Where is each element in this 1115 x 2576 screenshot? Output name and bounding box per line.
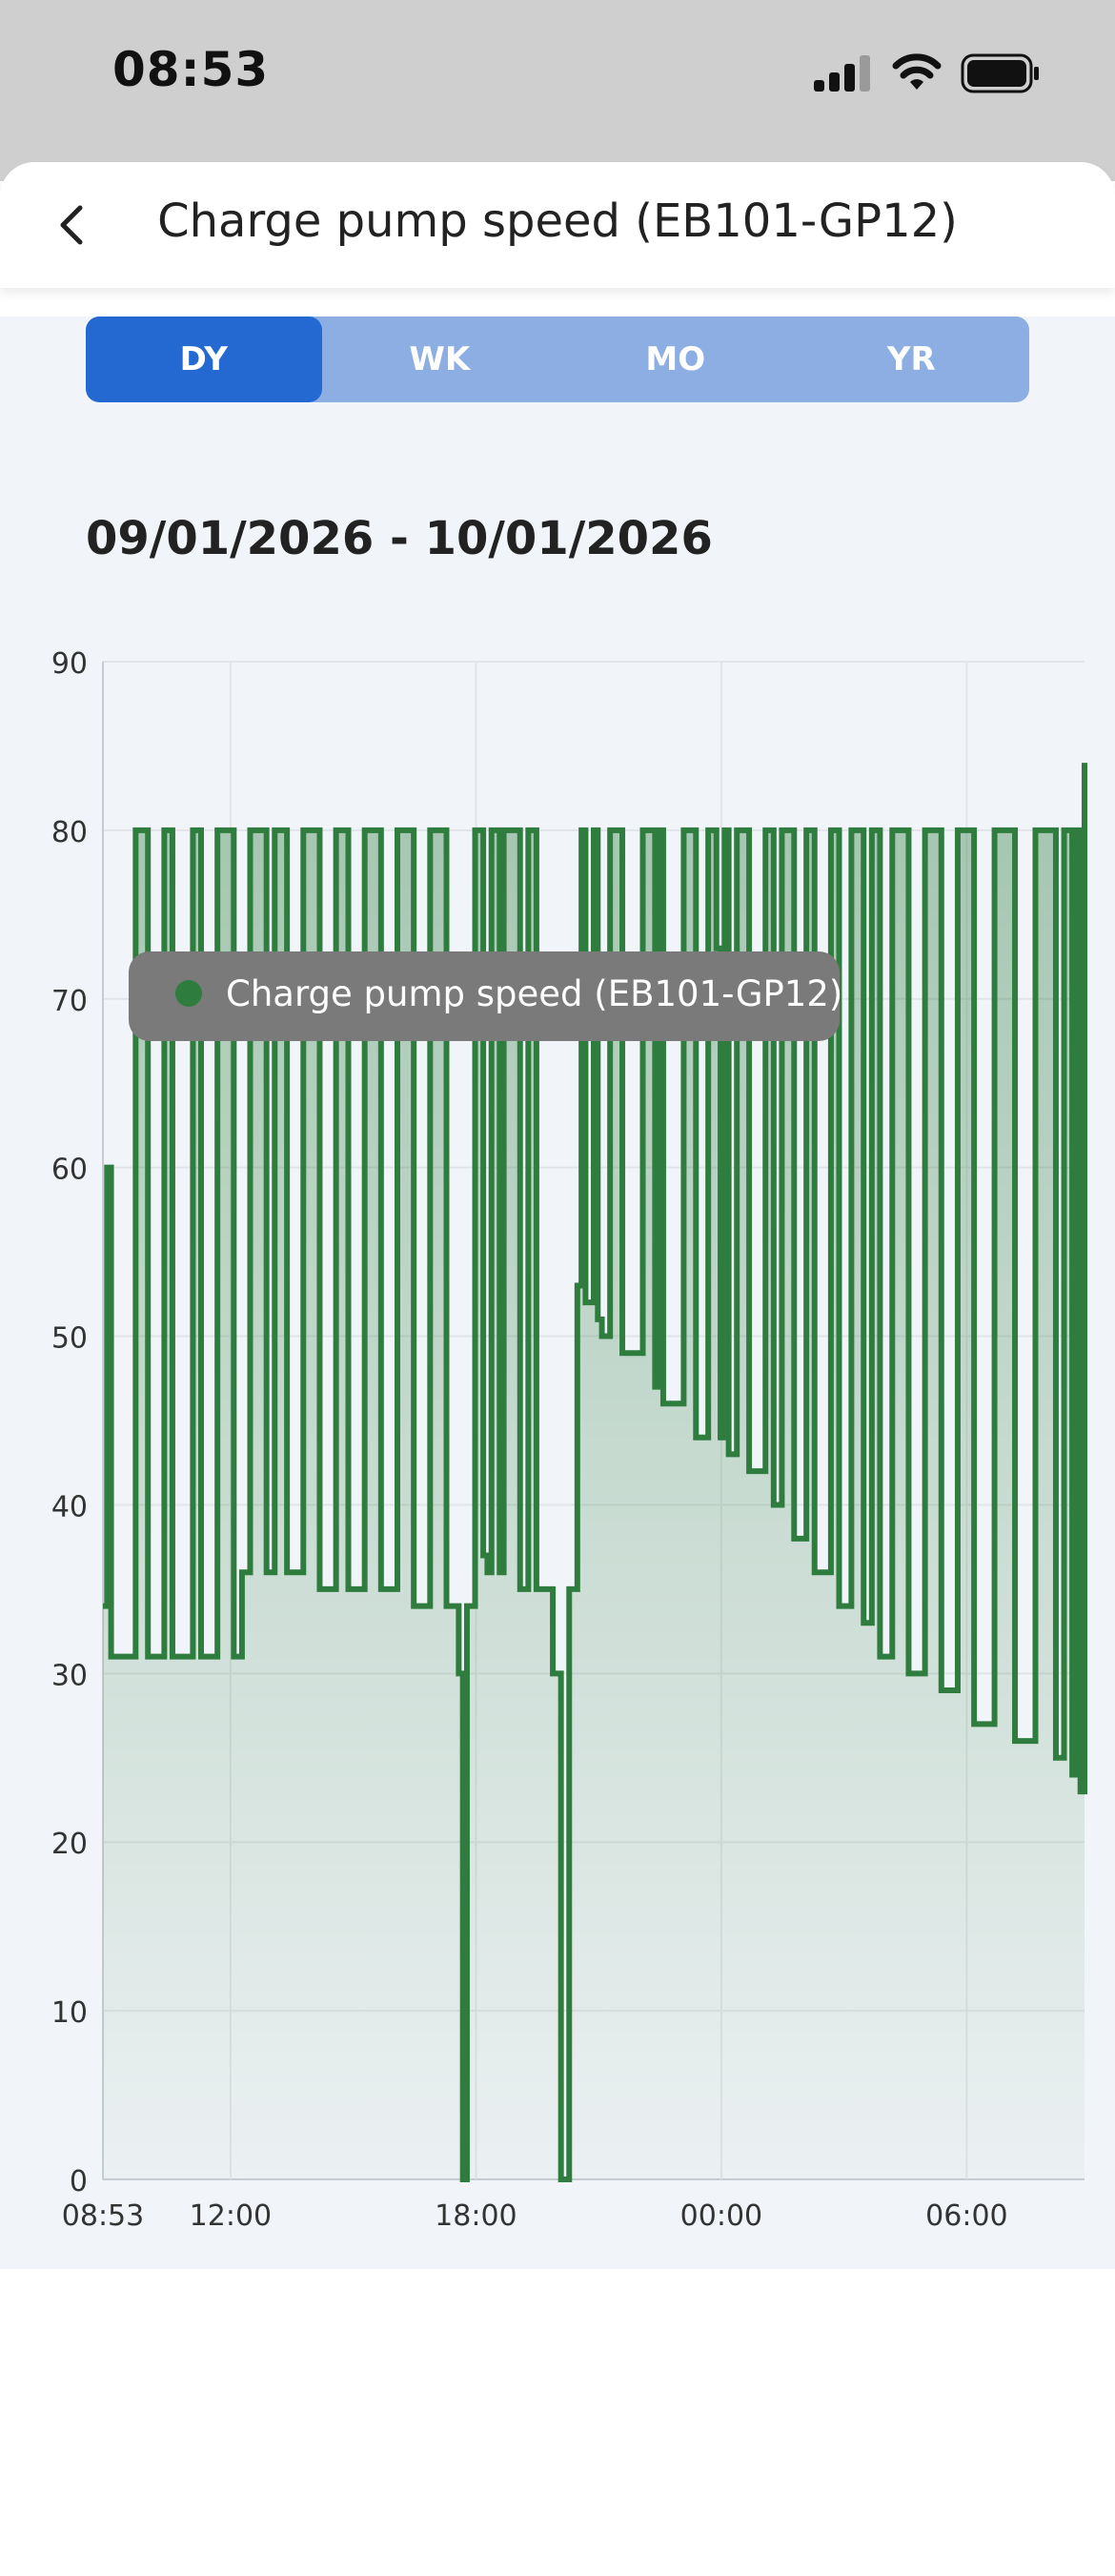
y-tick-label: 20 bbox=[51, 1828, 88, 1861]
legend-swatch bbox=[175, 980, 202, 1007]
legend-label: Charge pump speed (EB101-GP12) bbox=[226, 973, 842, 1014]
x-tick-label: 18:00 bbox=[435, 2199, 517, 2233]
wifi-icon bbox=[892, 53, 942, 90]
back-button[interactable] bbox=[44, 196, 101, 254]
tab-week[interactable]: WK bbox=[409, 340, 471, 378]
y-tick-label: 70 bbox=[51, 985, 88, 1018]
pump-speed-chart: 0 10 20 30 40 50 60 70 80 90 08:53 12:00 18:00 00:00 0… bbox=[51, 647, 1087, 2233]
period-tabs: DY WK MO YR bbox=[86, 317, 1029, 402]
battery-icon bbox=[961, 53, 1039, 93]
header: Charge pump speed (EB101-GP12) bbox=[0, 162, 1115, 288]
legend-background bbox=[129, 951, 840, 1041]
y-tick-label: 0 bbox=[70, 2165, 88, 2198]
y-tick-label: 10 bbox=[51, 1996, 88, 2030]
y-tick-label: 60 bbox=[51, 1154, 88, 1187]
y-tick-label: 90 bbox=[51, 647, 88, 681]
x-tick-label: 00:00 bbox=[680, 2199, 762, 2233]
y-tick-label: 50 bbox=[51, 1322, 88, 1356]
x-tick-label: 08:53 bbox=[62, 2199, 144, 2233]
tab-year[interactable]: YR bbox=[886, 340, 936, 378]
tab-month[interactable]: MO bbox=[645, 340, 706, 378]
chart-legend[interactable]: Charge pump speed (EB101-GP12) bbox=[129, 951, 842, 1041]
chart-screen: DY WK MO YR 09/01/2026 - 10/01/2026 0 10 2… bbox=[0, 317, 1115, 2269]
tab-day[interactable]: DY bbox=[86, 317, 322, 402]
x-tick-label: 06:00 bbox=[925, 2199, 1007, 2233]
page-title: Charge pump speed (EB101-GP12) bbox=[157, 194, 958, 248]
y-tick-label: 80 bbox=[51, 816, 88, 849]
status-time: 08:53 bbox=[112, 42, 270, 97]
date-range: 09/01/2026 - 10/01/2026 bbox=[86, 512, 713, 565]
y-tick-label: 40 bbox=[51, 1490, 88, 1523]
x-tick-label: 12:00 bbox=[190, 2199, 272, 2233]
status-bar: 08:53 bbox=[0, 0, 1115, 181]
series-line bbox=[103, 763, 1087, 2182]
y-tick-label: 30 bbox=[51, 1659, 88, 1692]
cellular-signal-icon bbox=[814, 55, 870, 92]
